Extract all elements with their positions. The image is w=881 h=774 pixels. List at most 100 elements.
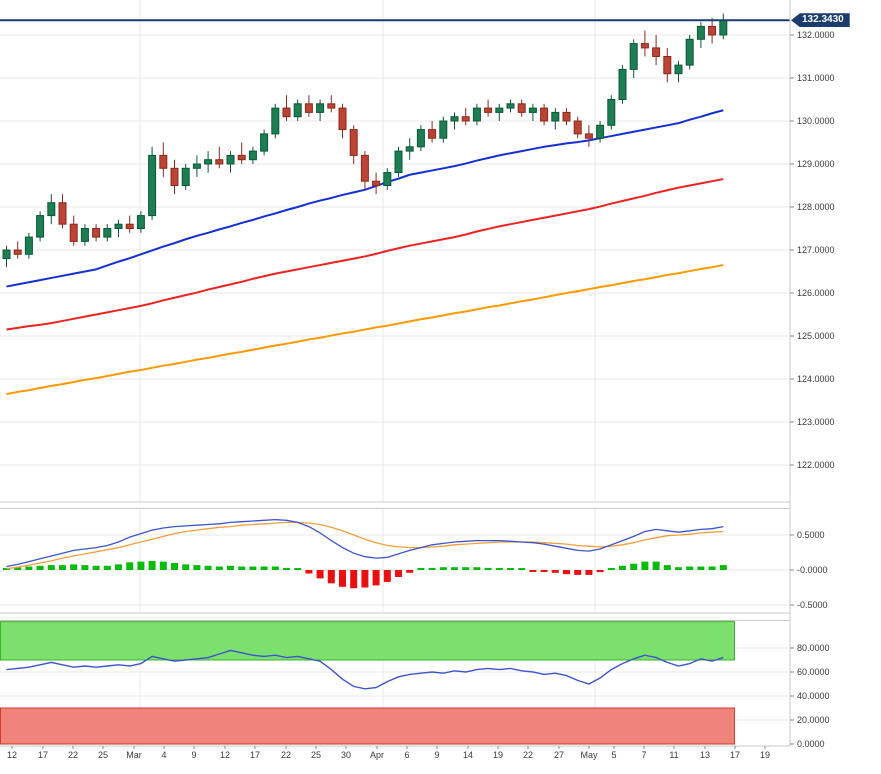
macd-histogram-bar: [417, 568, 425, 570]
macd-histogram-bar: [350, 570, 358, 589]
x-axis-label: 4: [161, 750, 166, 760]
y-axis-label: 60.0000: [797, 667, 830, 677]
macd-histogram-bar: [439, 567, 447, 570]
x-axis-label: 9: [434, 750, 439, 760]
x-axis-label: 11: [669, 750, 678, 760]
macd-histogram-bar: [451, 567, 458, 570]
macd-histogram-bar: [159, 561, 167, 570]
y-axis-label: 124.0000: [797, 374, 835, 384]
candle-bullish: [36, 215, 45, 238]
macd-histogram-bar: [495, 568, 503, 570]
macd-histogram-bar: [59, 565, 66, 570]
macd-histogram-bar: [395, 570, 402, 577]
candle-bullish: [719, 19, 728, 36]
candle-bearish: [170, 167, 179, 187]
candle-bullish: [439, 120, 448, 139]
x-axis-label: 30: [341, 750, 351, 760]
macd-histogram-bar: [361, 570, 369, 588]
candle-bullish: [47, 202, 56, 217]
rsi-line: [6, 649, 724, 690]
macd-histogram-bar: [81, 565, 89, 570]
candle-bullish: [629, 43, 638, 70]
macd-histogram-bar: [686, 566, 694, 570]
candle-bullish: [271, 107, 280, 135]
candle-bullish: [114, 223, 123, 229]
candle-bullish: [148, 154, 157, 217]
macd-histogram-bar: [182, 564, 190, 570]
x-axis-label: 19: [493, 750, 503, 760]
y-axis-label: 0.5000: [797, 530, 825, 540]
macd-histogram-bar: [563, 570, 570, 575]
macd-histogram-bar: [607, 568, 615, 570]
x-axis-label: May: [580, 750, 598, 760]
macd-histogram-bar: [148, 560, 156, 570]
candle-bullish: [685, 38, 694, 66]
x-axis-label: 12: [7, 750, 17, 760]
macd-histogram-bar: [204, 565, 212, 570]
candle-bearish: [215, 159, 224, 165]
candle-bearish: [640, 43, 649, 49]
y-axis-label: 80.0000: [797, 643, 830, 653]
candle-bullish: [192, 163, 201, 169]
candle-bullish: [618, 68, 627, 101]
macd-histogram-bar: [596, 570, 604, 573]
x-axis-label: 19: [760, 750, 770, 760]
macd-histogram-bar: [14, 567, 22, 570]
macd-histogram-bar: [215, 566, 223, 570]
macd-histogram-bar: [305, 570, 313, 574]
macd-histogram-bar: [428, 567, 436, 570]
macd-histogram-bar: [518, 568, 526, 570]
macd-histogram-bar: [529, 570, 537, 572]
candle-bullish: [696, 25, 705, 40]
macd-histogram-bar: [103, 565, 111, 570]
x-axis-label: 25: [311, 750, 321, 760]
macd-histogram-bar: [70, 564, 78, 570]
candle-bearish: [304, 103, 313, 113]
x-axis-label: 7: [641, 750, 646, 760]
x-axis-label: Apr: [370, 750, 384, 760]
x-axis-label: 9: [191, 750, 196, 760]
macd-histogram-bar: [92, 565, 100, 570]
candle-bearish: [125, 223, 134, 229]
macd-histogram-bar: [193, 565, 201, 570]
y-axis-label: 122.0000: [797, 460, 835, 470]
candle-bullish: [416, 129, 425, 148]
x-axis-label: 22: [281, 750, 291, 760]
overbought-zone: [0, 621, 735, 661]
candle-bearish: [708, 25, 717, 36]
macd-histogram-bar: [619, 565, 626, 570]
axes: 132.0000131.0000130.0000129.0000128.0000…: [0, 0, 835, 760]
macd-histogram-bar: [551, 570, 559, 573]
candle-bullish: [80, 228, 89, 242]
ma-mid-line: [6, 178, 724, 331]
candle-bullish: [506, 103, 515, 109]
y-axis-label: 40.0000: [797, 691, 830, 701]
x-axis-label: Mar: [126, 750, 142, 760]
x-axis-label: 22: [68, 750, 78, 760]
macd-signal-line: [6, 521, 724, 570]
macd-histogram-bar: [697, 566, 705, 570]
candle-bullish: [596, 124, 605, 139]
macd-histogram-bar: [47, 565, 55, 570]
macd-histogram-bar: [462, 567, 470, 570]
candle-bullish: [383, 172, 392, 187]
candle-bearish: [327, 103, 336, 109]
candle-bearish: [652, 47, 661, 58]
candle-bullish: [181, 167, 190, 187]
x-axis-label: 12: [220, 750, 230, 760]
macd-histogram-bar: [260, 566, 268, 570]
macd-histogram-bar: [652, 561, 660, 570]
last-price-value: 132.3430: [802, 14, 844, 26]
macd-histogram-bar: [719, 565, 727, 570]
candle-bullish: [674, 64, 683, 75]
macd-histogram-bar: [708, 566, 716, 570]
candle-bullish: [316, 103, 325, 113]
x-axis-label: 25: [98, 750, 108, 760]
macd-histogram-bar: [327, 570, 335, 584]
x-axis-label: 5: [611, 750, 616, 760]
macd-histogram-bar: [25, 566, 33, 570]
candle-bullish: [260, 133, 269, 152]
y-axis-label: 20.0000: [797, 715, 830, 725]
